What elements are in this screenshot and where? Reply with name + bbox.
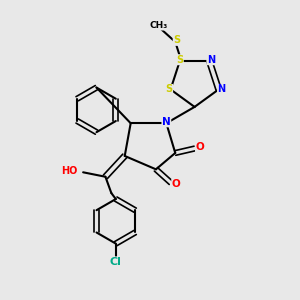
Text: N: N <box>162 117 171 127</box>
Text: S: S <box>173 35 180 45</box>
Text: HO: HO <box>61 166 77 176</box>
Text: N: N <box>218 84 226 94</box>
Text: S: S <box>176 55 183 65</box>
Text: Cl: Cl <box>110 257 122 267</box>
Text: S: S <box>166 84 172 94</box>
Text: CH₃: CH₃ <box>150 21 168 30</box>
Text: O: O <box>196 142 204 152</box>
Text: N: N <box>207 55 215 65</box>
Text: O: O <box>172 179 181 189</box>
